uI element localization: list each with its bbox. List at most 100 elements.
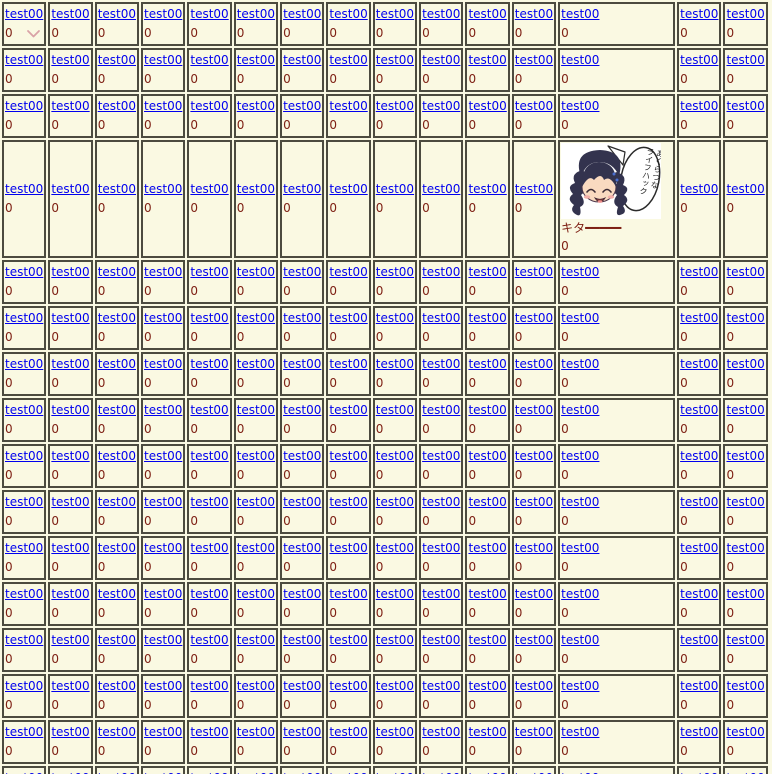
- thread-link[interactable]: test00: [468, 265, 507, 279]
- thread-link[interactable]: test00: [144, 679, 183, 693]
- thread-link[interactable]: test00: [144, 587, 183, 601]
- thread-link[interactable]: test00: [375, 7, 415, 21]
- thread-link[interactable]: test00: [51, 495, 90, 509]
- thread-link[interactable]: test00: [144, 633, 183, 647]
- thread-link[interactable]: test00: [51, 587, 90, 601]
- thread-link[interactable]: test00: [98, 771, 136, 774]
- thread-link[interactable]: test00: [283, 357, 322, 371]
- thread-link[interactable]: test00: [144, 7, 183, 21]
- thread-link[interactable]: test00: [329, 541, 368, 555]
- thread-link[interactable]: test00: [51, 99, 90, 113]
- thread-link[interactable]: test00: [51, 541, 90, 555]
- thread-link[interactable]: test00: [680, 265, 719, 279]
- thread-link[interactable]: test00: [422, 265, 461, 279]
- thread-link[interactable]: test00: [468, 495, 507, 509]
- thread-link[interactable]: test00: [190, 265, 229, 279]
- thread-link[interactable]: test00: [51, 7, 90, 21]
- thread-link[interactable]: test00: [329, 771, 367, 774]
- thread-link[interactable]: test00: [561, 7, 600, 21]
- thread-link[interactable]: test00: [468, 403, 507, 417]
- thread-link[interactable]: test00: [422, 53, 461, 67]
- thread-link[interactable]: test00: [422, 357, 461, 371]
- thread-link[interactable]: test00: [51, 449, 90, 463]
- thread-link[interactable]: test00: [236, 449, 276, 463]
- thread-link[interactable]: test00: [468, 541, 507, 555]
- thread-link[interactable]: test00: [190, 771, 228, 774]
- thread-link[interactable]: test00: [5, 587, 44, 601]
- thread-link[interactable]: test00: [5, 357, 44, 371]
- thread-link[interactable]: test00: [422, 495, 461, 509]
- thread-link[interactable]: test00: [51, 311, 90, 325]
- thread-link[interactable]: test00: [561, 265, 600, 279]
- thread-link[interactable]: test00: [680, 7, 719, 21]
- thread-link[interactable]: test00: [329, 99, 368, 113]
- thread-link[interactable]: test00: [144, 311, 183, 325]
- thread-link[interactable]: test00: [5, 182, 44, 196]
- thread-link[interactable]: test00: [5, 449, 44, 463]
- thread-link[interactable]: test00: [283, 587, 322, 601]
- thread-link[interactable]: test00: [144, 403, 183, 417]
- thread-link[interactable]: test00: [561, 633, 600, 647]
- thread-link[interactable]: test00: [329, 403, 368, 417]
- thread-link[interactable]: test00: [97, 7, 137, 21]
- thread-link[interactable]: test00: [283, 99, 322, 113]
- thread-link[interactable]: test00: [514, 265, 554, 279]
- thread-link[interactable]: test00: [190, 7, 229, 21]
- thread-link[interactable]: test00: [51, 403, 90, 417]
- thread-link[interactable]: test00: [329, 311, 368, 325]
- thread-link[interactable]: test00: [561, 357, 600, 371]
- thread-link[interactable]: test00: [329, 679, 368, 693]
- thread-link[interactable]: test00: [236, 725, 276, 739]
- thread-link[interactable]: test00: [514, 725, 554, 739]
- thread-link[interactable]: test00: [468, 633, 507, 647]
- thread-link[interactable]: test00: [726, 99, 765, 113]
- thread-link[interactable]: test00: [726, 587, 765, 601]
- thread-link[interactable]: test00: [97, 633, 137, 647]
- thread-link[interactable]: test00: [190, 99, 229, 113]
- thread-link[interactable]: test00: [514, 633, 554, 647]
- thread-link[interactable]: test00: [468, 587, 507, 601]
- thread-link[interactable]: test00: [680, 357, 719, 371]
- thread-link[interactable]: test00: [726, 679, 765, 693]
- thread-link[interactable]: test00: [329, 633, 368, 647]
- thread-link[interactable]: test00: [97, 495, 137, 509]
- thread-link[interactable]: test00: [144, 265, 183, 279]
- thread-link[interactable]: test00: [514, 495, 554, 509]
- thread-link[interactable]: test00: [680, 541, 719, 555]
- thread-link[interactable]: test00: [468, 725, 507, 739]
- thread-link[interactable]: test00: [422, 449, 461, 463]
- thread-link[interactable]: test00: [5, 7, 44, 21]
- thread-link[interactable]: test00: [5, 495, 44, 509]
- thread-link[interactable]: test00: [283, 679, 322, 693]
- thread-link[interactable]: test00: [422, 403, 461, 417]
- thread-link[interactable]: test00: [329, 357, 368, 371]
- thread-link[interactable]: test00: [680, 587, 719, 601]
- thread-link[interactable]: test00: [144, 182, 183, 196]
- thread-link[interactable]: test00: [5, 725, 44, 739]
- thread-link[interactable]: test00: [680, 495, 719, 509]
- thread-link[interactable]: test00: [422, 7, 461, 21]
- thread-link[interactable]: test00: [329, 495, 368, 509]
- thread-link[interactable]: test00: [283, 182, 322, 196]
- thread-link[interactable]: test00: [422, 587, 461, 601]
- thread-link[interactable]: test00: [726, 771, 764, 774]
- thread-link[interactable]: test00: [236, 7, 276, 21]
- thread-link[interactable]: test00: [680, 771, 718, 774]
- thread-link[interactable]: test00: [190, 182, 229, 196]
- thread-link[interactable]: test00: [726, 182, 765, 196]
- thread-link[interactable]: test00: [680, 679, 719, 693]
- thread-link[interactable]: test00: [283, 53, 322, 67]
- thread-link[interactable]: test00: [190, 587, 229, 601]
- thread-link[interactable]: test00: [190, 541, 229, 555]
- thread-link[interactable]: test00: [468, 771, 506, 774]
- thread-link[interactable]: test00: [236, 311, 276, 325]
- thread-link[interactable]: test00: [236, 403, 276, 417]
- thread-link[interactable]: test00: [561, 771, 599, 774]
- thread-link[interactable]: test00: [468, 99, 507, 113]
- thread-link[interactable]: test00: [514, 182, 554, 196]
- thread-link[interactable]: test00: [375, 541, 415, 555]
- thread-link[interactable]: test00: [726, 53, 765, 67]
- thread-link[interactable]: test00: [329, 53, 368, 67]
- thread-link[interactable]: test00: [51, 182, 90, 196]
- thread-link[interactable]: test00: [236, 541, 276, 555]
